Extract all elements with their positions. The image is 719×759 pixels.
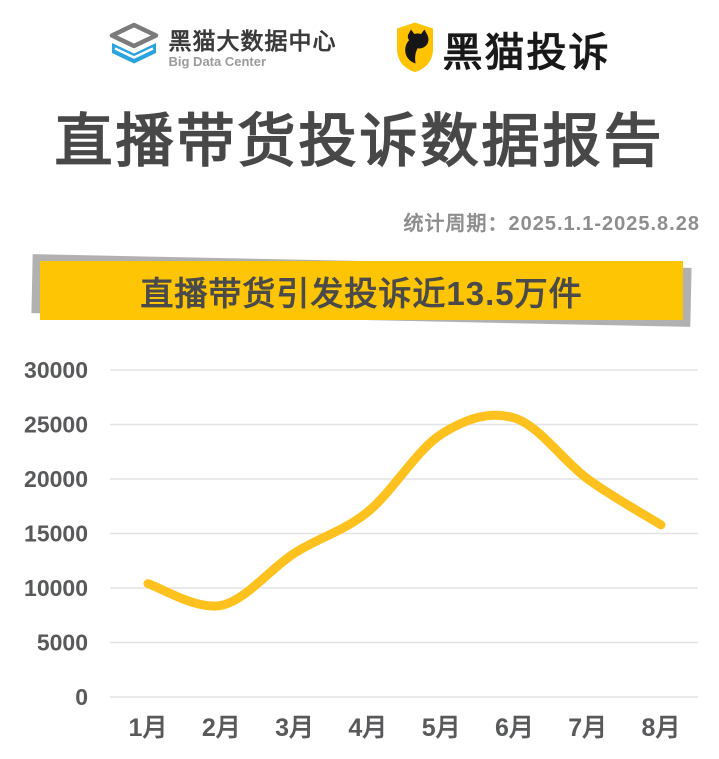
y-axis-tick-label: 20000 xyxy=(24,466,88,492)
y-axis-tick-label: 25000 xyxy=(24,412,88,438)
page-title: 直播带货投诉数据报告 xyxy=(54,109,665,174)
banner-box: 直播带货引发投诉近13.5万件 xyxy=(40,261,683,320)
x-axis-tick-label: 6月 xyxy=(495,714,534,742)
logo-cn-label: 黑猫大数据中心 xyxy=(168,27,337,54)
layers-stack-icon xyxy=(109,22,159,77)
header: 黑猫大数据中心 Big Data Center 黑猫投诉 xyxy=(0,18,719,80)
stat-period-label: 统计周期：2025.1.1-2025.8.28 xyxy=(403,213,700,235)
complaints-line-chart: 0 5000 10000 15000 20000 25000 30000 1月 2月 3月 4月 5月… xyxy=(0,350,719,759)
x-axis-tick-label: 3月 xyxy=(275,714,314,742)
black-cat-shield-icon xyxy=(395,21,435,78)
y-axis-tick-label: 5000 xyxy=(37,630,88,656)
line-chart-svg: 0 5000 10000 15000 20000 25000 30000 1月 2月 3月 4月 5月… xyxy=(24,357,698,742)
complaints-series-line xyxy=(143,410,666,611)
banner-headline: 直播带货引发投诉近13.5万件 xyxy=(140,274,583,312)
big-data-center-labels: 黑猫大数据中心 Big Data Center xyxy=(168,27,337,70)
x-axis-tick-label: 5月 xyxy=(422,714,461,742)
x-axis-tick-label: 1月 xyxy=(129,714,168,742)
logo-en-label: Big Data Center xyxy=(168,54,267,70)
big-data-center-logo: 黑猫大数据中心 Big Data Center xyxy=(109,22,337,77)
y-axis-tick-label: 15000 xyxy=(24,521,88,547)
y-axis-tick-label: 30000 xyxy=(24,357,88,383)
x-axis-tick-label: 4月 xyxy=(348,714,387,742)
x-axis-tick-label: 2月 xyxy=(202,714,241,742)
y-axis-tick-label: 0 xyxy=(75,684,88,710)
heimao-tousu-label: 黑猫投诉 xyxy=(442,31,611,75)
x-axis-tick-label: 7月 xyxy=(568,714,607,742)
y-axis-tick-label: 10000 xyxy=(24,575,88,601)
headline-banner: 直播带货引发投诉近13.5万件 xyxy=(31,254,692,327)
heimao-tousu-logo: 黑猫投诉 xyxy=(395,20,611,78)
x-axis-tick-label: 8月 xyxy=(642,714,681,742)
